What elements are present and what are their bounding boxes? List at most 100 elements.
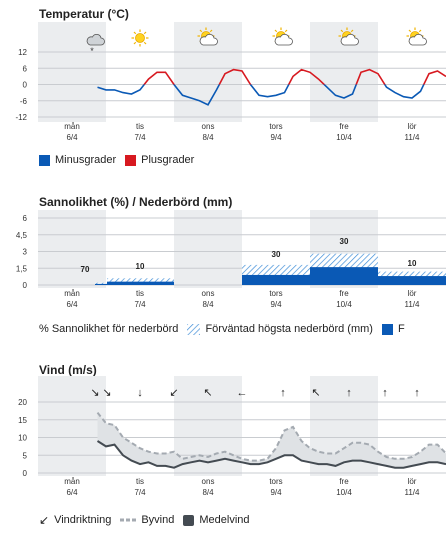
sun-ray — [284, 29, 288, 33]
temperature-chart: 12 6 0 -6 -12 * mån 6/4 tis 7/4 ons 8/4 tors 9/4 fre… — [15, 22, 446, 142]
wind-direction-arrow-icon: ↑ — [346, 387, 352, 399]
hatch-swatch — [187, 323, 201, 335]
day-name-label: tors — [269, 289, 282, 298]
y-tick-label: 12 — [18, 48, 27, 57]
partly-cloudy-sun-icon — [338, 27, 359, 46]
precipitation-chart: 6 4,5 3 1,5 0 70 10 30 30 10 mån 6/4 tis 7/4 ons 8/4 t… — [16, 210, 446, 309]
probability-label: 30 — [272, 250, 281, 259]
day-name-label: lör — [408, 122, 417, 131]
y-tick-label: 0 — [23, 281, 28, 290]
y-tick-label: 15 — [18, 416, 27, 425]
day-date-label: 6/4 — [66, 300, 78, 309]
y-tick-label: 4,5 — [16, 231, 28, 240]
gust-swatch — [120, 518, 137, 522]
day-date-label: 11/4 — [405, 488, 421, 497]
day-name-label: mån — [64, 477, 80, 486]
precip-swatch — [381, 323, 393, 335]
legend-minus-label: Minusgrader — [55, 154, 117, 166]
mean-wind-line — [96, 440, 446, 469]
day-date-label: 8/4 — [202, 133, 214, 142]
day-date-label: 7/4 — [134, 488, 146, 497]
day-name-label: mån — [64, 122, 80, 131]
day-date-label: 6/4 — [66, 488, 78, 497]
legend-direction-label: Vindriktning — [54, 514, 112, 526]
wind-direction-arrow-icon: ↘ — [90, 387, 99, 399]
y-tick-label: 5 — [23, 451, 28, 460]
wind-direction-arrow-icon: ↑ — [280, 387, 286, 399]
day-name-label: ons — [202, 122, 215, 131]
sun-ray — [143, 31, 147, 35]
precipitation-legend: % Sannolikhet för nederbörd Förväntad hö… — [39, 323, 414, 335]
legend-gust-label: Byvind — [141, 514, 175, 526]
sun-ray — [274, 29, 278, 33]
legend-plus: Plusgrader — [125, 154, 194, 166]
precip-bar — [378, 276, 446, 285]
minus-swatch — [39, 154, 50, 166]
legend-gust: Byvind — [120, 514, 174, 526]
day-name-label: tors — [269, 477, 282, 486]
day-name-label: fre — [339, 289, 349, 298]
wind-title: Vind (m/s) — [39, 363, 97, 377]
y-tick-label: 20 — [18, 398, 27, 407]
legend-precip-label: F — [397, 323, 405, 335]
max-precip-bar — [107, 278, 174, 285]
sun-ray — [133, 41, 137, 45]
sun-ray — [199, 29, 203, 33]
day-shade — [38, 376, 106, 476]
wind-chart: 20 15 10 5 0 ↘ ↘ ↓ ↙ ↖ ← ↑ ↖ ↑ ↑ ↑ mån 6/4 tis 7/4 ons 8/4 t… — [18, 376, 446, 497]
partly-cloudy-sun-icon — [272, 27, 293, 46]
day-date-label: 8/4 — [202, 488, 214, 497]
sun-ray — [418, 29, 422, 33]
cloud-shape — [199, 33, 218, 46]
precip-bar — [242, 274, 310, 285]
y-tick-label: -12 — [15, 113, 27, 122]
snowflake-icon: * — [90, 46, 94, 56]
day-name-label: tis — [136, 122, 144, 131]
day-date-label: 11/4 — [405, 300, 421, 309]
day-shade — [174, 210, 242, 288]
legend-probability-label: % Sannolikhet för nederbörd — [39, 323, 179, 335]
legend-direction: ↙ Vindriktning — [39, 513, 111, 527]
mean-swatch — [183, 514, 195, 526]
direction-arrow-icon: ↙ — [39, 513, 50, 527]
probability-label: 70 — [81, 265, 90, 274]
sun-ray — [209, 29, 213, 33]
wind-legend: ↙ Vindriktning Byvind Medelvind — [39, 513, 259, 527]
precip-bar — [107, 281, 174, 285]
sun-ray — [143, 41, 147, 45]
day-name-label: mån — [64, 289, 80, 298]
day-date-label: 10/4 — [336, 133, 352, 142]
cloud-shape — [274, 33, 293, 46]
sun-ray — [340, 29, 344, 33]
legend-mean-label: Medelvind — [199, 514, 250, 526]
y-tick-label: 1,5 — [16, 264, 28, 273]
temperature-legend: Minusgrader Plusgrader — [39, 154, 203, 166]
day-name-label: fre — [339, 477, 349, 486]
legend-max-precip: Förväntad högsta nederbörd (mm) — [187, 323, 373, 335]
day-name-label: tis — [136, 289, 144, 298]
sun-disc — [135, 33, 145, 43]
day-date-label: 7/4 — [134, 300, 146, 309]
day-name-label: lör — [408, 477, 417, 486]
wind-direction-arrow-icon: ↖ — [311, 387, 320, 399]
day-date-label: 9/4 — [270, 300, 282, 309]
legend-minus: Minusgrader — [39, 154, 116, 166]
day-name-label: ons — [202, 289, 215, 298]
legend-max-precip-label: Förväntad högsta nederbörd (mm) — [205, 323, 373, 335]
wind-direction-arrow-icon: ↖ — [203, 387, 212, 399]
day-name-label: tis — [136, 477, 144, 486]
precipitation-title: Sannolikhet (%) / Nederbörd (mm) — [39, 195, 233, 209]
y-tick-label: 0 — [23, 469, 28, 478]
wind-band — [97, 412, 446, 468]
wind-direction-arrow-icon: ↑ — [382, 387, 388, 399]
y-tick-label: 10 — [18, 434, 27, 443]
minus-temperature-line — [97, 84, 425, 106]
day-name-label: tors — [269, 122, 282, 131]
gust-line — [96, 411, 446, 462]
precip-bar — [310, 267, 378, 285]
sun-icon — [131, 29, 149, 47]
partly-cloudy-sun-icon — [406, 27, 427, 46]
day-name-label: fre — [339, 122, 349, 131]
cloud-shape — [408, 33, 427, 46]
day-date-label: 9/4 — [270, 488, 282, 497]
